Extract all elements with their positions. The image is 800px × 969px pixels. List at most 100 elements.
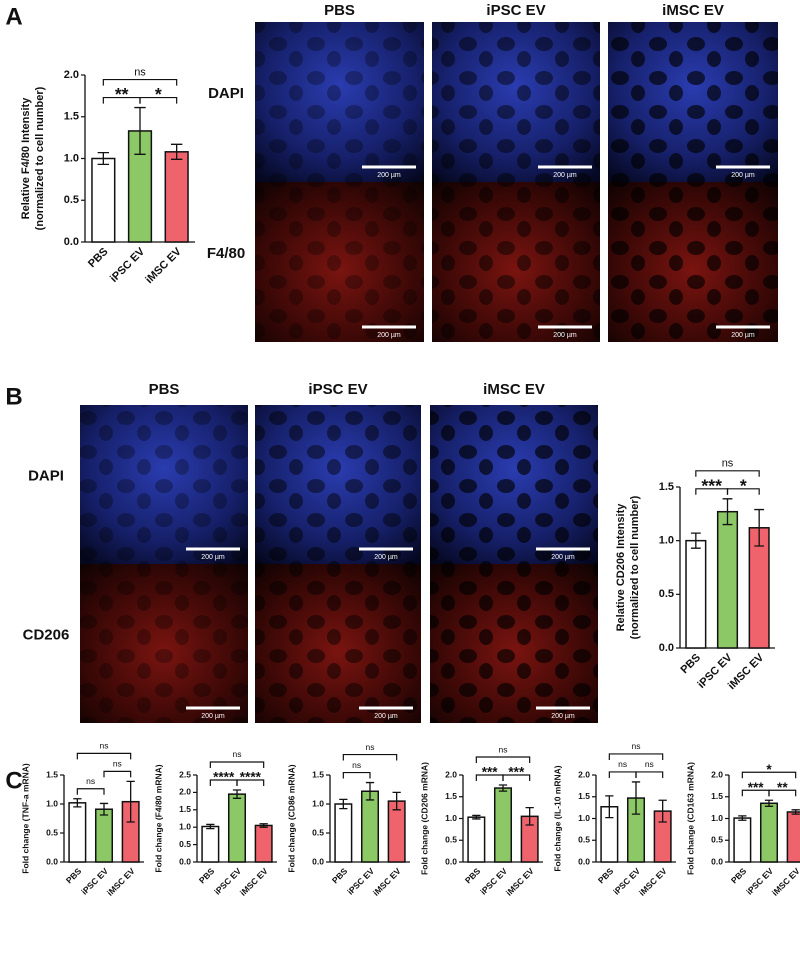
- significance-label: **: [115, 84, 129, 104]
- significance-label: ****: [240, 770, 262, 785]
- x-tick-label: iMSC EV: [637, 866, 669, 898]
- significance-bracket: [741, 771, 797, 779]
- y-tick-label: 1.5: [46, 769, 58, 779]
- bar: [467, 816, 486, 863]
- y-tick-label: 1.5: [711, 791, 723, 801]
- y-axis-label: Fold change (IL-10 mRNA): [552, 765, 562, 871]
- micrograph-texture: [255, 22, 424, 182]
- y-tick-label: 1.0: [659, 535, 674, 547]
- significance-label: ns: [233, 749, 242, 759]
- error-bar: [170, 143, 183, 160]
- y-tick-label: 0.5: [659, 588, 674, 600]
- x-tick-label: PBS: [463, 866, 483, 886]
- scale-bar-label: 200 µm: [201, 554, 225, 561]
- micrograph-texture: [430, 405, 598, 564]
- significance-label: ns: [632, 741, 641, 751]
- significance-label: *: [740, 475, 747, 495]
- significance-bracket: [342, 771, 371, 779]
- error-bar: [97, 152, 110, 165]
- bar: [493, 787, 513, 863]
- micrograph-texture: [80, 564, 248, 723]
- significance-bracket: [103, 770, 132, 778]
- scale-bar-label: 200 µm: [553, 172, 577, 179]
- bar: [254, 824, 273, 863]
- y-axis-label: (normalized to cell number): [629, 495, 641, 639]
- micrograph-texture: [255, 405, 421, 564]
- y-tick-label: 1.5: [445, 791, 457, 801]
- x-tick-label: PBS: [679, 652, 703, 676]
- significance-label: ns: [100, 741, 109, 751]
- x-tick-label: iMSC EV: [371, 866, 403, 898]
- error-bar: [73, 798, 82, 808]
- y-tick-label: 1.0: [711, 813, 723, 823]
- y-tick-label: 1.0: [46, 798, 58, 808]
- y-tick-label: 0.0: [312, 856, 324, 866]
- error-bar: [126, 780, 135, 823]
- y-axis-label: Fold change (CD86 mRNA): [286, 764, 296, 872]
- row-label: DAPI: [208, 85, 244, 102]
- scale-bar-label: 200 µm: [731, 172, 755, 179]
- x-tick-label: iPSC EV: [108, 245, 148, 285]
- error-bar: [259, 823, 268, 828]
- scale-bar-label: 200 µm: [731, 332, 755, 339]
- significance-label: ns: [618, 759, 627, 769]
- x-tick-label: iMSC EV: [504, 866, 536, 898]
- y-tick-label: 0.0: [578, 856, 590, 866]
- bar: [164, 151, 189, 243]
- y-axis-label: Fold change (TNF-a mRNA): [20, 763, 30, 874]
- x-tick-label: PBS: [596, 866, 616, 886]
- panel-label: B: [5, 383, 22, 410]
- bar: [227, 793, 247, 863]
- row-label: DAPI: [28, 468, 64, 485]
- significance-bracket: [76, 752, 132, 760]
- bar: [759, 802, 779, 863]
- y-tick-label: 0.5: [578, 835, 590, 845]
- significance-bracket: [768, 789, 797, 797]
- error-bar: [722, 498, 733, 526]
- error-bar: [134, 106, 146, 155]
- significance-bracket: [726, 488, 760, 495]
- error-bar: [392, 791, 401, 811]
- significance-label: **: [777, 780, 788, 795]
- y-tick-label: 2.0: [578, 769, 590, 779]
- y-tick-label: 1.5: [179, 804, 191, 814]
- panel-label: C: [5, 767, 22, 794]
- y-tick-label: 0.5: [64, 194, 79, 206]
- y-tick-label: 0.5: [711, 835, 723, 845]
- micrograph-texture: [255, 182, 424, 342]
- y-tick-label: 2.0: [179, 787, 191, 797]
- y-tick-label: 1.5: [64, 111, 79, 123]
- bar: [360, 790, 380, 863]
- error-bar: [99, 802, 109, 816]
- significance-label: ***: [748, 780, 765, 795]
- y-tick-label: 2.0: [445, 769, 457, 779]
- bar: [786, 811, 800, 863]
- column-header: iMSC EV: [662, 2, 724, 19]
- significance-bracket: [209, 761, 265, 768]
- y-axis-label: Relative CD206 Intensity: [615, 503, 627, 632]
- significance-label: *: [155, 84, 162, 104]
- y-tick-label: 0.0: [46, 856, 58, 866]
- significance-bracket: [608, 771, 637, 778]
- y-tick-label: 1.0: [179, 821, 191, 831]
- significance-label: ns: [499, 744, 508, 754]
- y-tick-label: 1.5: [578, 791, 590, 801]
- significance-bracket: [608, 753, 664, 760]
- error-bar: [764, 799, 774, 807]
- error-bar: [525, 806, 534, 826]
- error-bar: [605, 795, 614, 819]
- significance-label: ***: [701, 475, 722, 495]
- x-tick-label: iMSC EV: [105, 866, 137, 898]
- error-bar: [754, 508, 765, 547]
- significance-label: *: [766, 762, 772, 777]
- content: A B C PBS 200 µm 200 µm iPSC EV 200 µm 200 µm iMS…: [5, 2, 800, 898]
- y-tick-label: 0.5: [445, 835, 457, 845]
- column-header: iPSC EV: [486, 2, 545, 19]
- y-tick-label: 0.0: [179, 856, 191, 866]
- significance-label: ****: [213, 770, 235, 785]
- y-tick-label: 0.0: [64, 236, 79, 248]
- x-tick-label: PBS: [64, 866, 84, 886]
- significance-label: ***: [482, 765, 499, 780]
- significance-label: ns: [722, 458, 734, 470]
